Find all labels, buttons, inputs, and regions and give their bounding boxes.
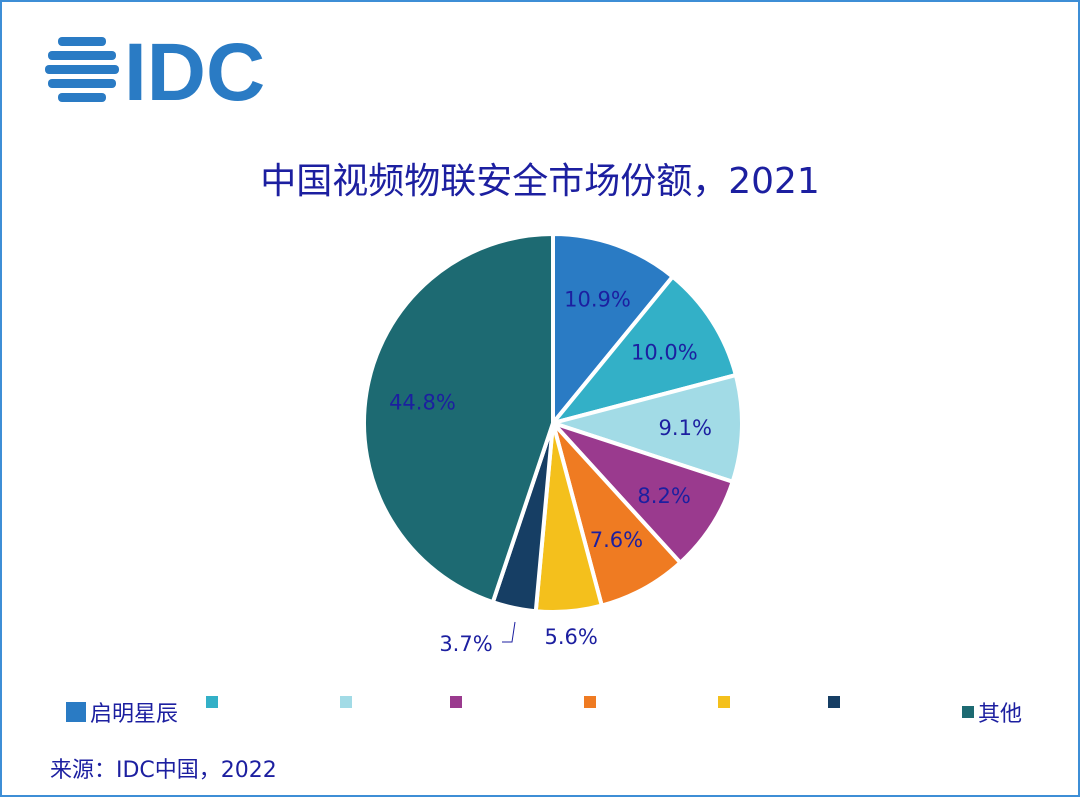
legend-swatch <box>828 696 840 708</box>
data-label: 7.6% <box>590 528 643 552</box>
legend-swatch <box>206 696 218 708</box>
legend-item <box>206 696 222 708</box>
legend-swatch <box>962 706 974 718</box>
source-note: 来源：IDC中国，2022 <box>50 758 277 783</box>
pie-slice <box>545 372 744 485</box>
chart-title: 中国视频物联安全市场份额，2021 <box>260 161 820 202</box>
idc-logo: IDC <box>45 32 265 107</box>
pie-slice <box>551 231 676 429</box>
legend-swatch <box>584 696 596 708</box>
data-label: 3.7% <box>439 632 492 656</box>
legend-swatch <box>340 696 352 708</box>
data-label: 8.2% <box>637 484 690 508</box>
data-label: 5.6% <box>544 625 597 649</box>
pie-slice <box>362 231 555 605</box>
legend-label: 启明星辰 <box>90 702 179 727</box>
leader-line <box>502 621 516 643</box>
data-label: 9.1% <box>659 416 712 440</box>
legend-item: 其他 <box>962 696 1022 728</box>
legend-item <box>450 696 466 708</box>
legend-item <box>340 696 356 708</box>
legend-swatch <box>718 696 730 708</box>
legend-swatch <box>66 702 86 722</box>
legend-item <box>584 696 600 708</box>
legend-item <box>828 696 844 708</box>
legend-item: 启明星辰 <box>66 696 178 728</box>
legend-swatch <box>450 696 462 708</box>
legend-item <box>718 696 734 708</box>
data-label: 10.0% <box>631 341 698 365</box>
data-label: 44.8% <box>389 391 456 415</box>
data-label: 10.9% <box>564 287 631 311</box>
legend: 启明星辰 其他 <box>2 696 1078 728</box>
svg-text:IDC: IDC <box>124 32 265 107</box>
legend-label: 其他 <box>978 702 1023 727</box>
